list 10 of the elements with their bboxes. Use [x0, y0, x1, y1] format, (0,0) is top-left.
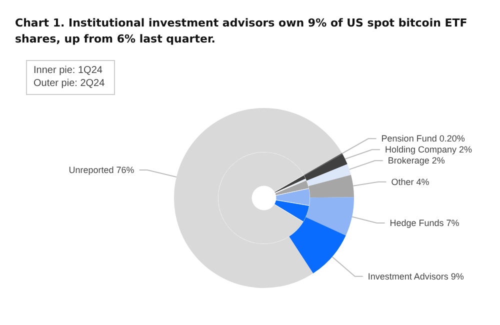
category-label: Investment Advisors 9% — [368, 271, 464, 282]
text: Outer pie: 2Q24 — [34, 78, 106, 89]
category-label: Unreported 76% — [68, 165, 134, 176]
category-label: Pension Fund 0.20% — [381, 134, 465, 144]
category-label: Other 4% — [391, 176, 430, 187]
category-label: Holding Company 2% — [385, 144, 472, 155]
chart-title: Chart 1. Institutional investment advisors own 9% of US spot bitcoin ETF shares, up from 6% last quarter. — [15, 16, 472, 46]
text: Inner pie: 1Q24 — [34, 65, 103, 76]
category-label: Brokerage 2% — [388, 156, 445, 166]
category-label: Hedge Funds 7% — [390, 218, 460, 228]
